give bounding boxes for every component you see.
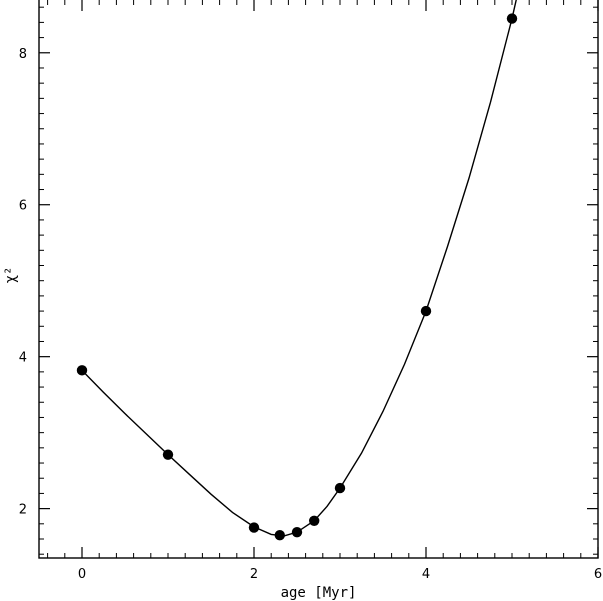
data-point bbox=[420, 305, 432, 317]
data-point bbox=[309, 515, 320, 526]
x-axis-label: age [Myr] bbox=[281, 585, 357, 601]
data-point bbox=[506, 13, 518, 24]
x-tick-label: 4 bbox=[422, 567, 430, 582]
x-tick-label: 0 bbox=[78, 567, 86, 582]
data-point bbox=[162, 449, 174, 460]
plot-area bbox=[38, 0, 599, 559]
y-tick-labels: 2 4 6 8 bbox=[19, 47, 27, 518]
x-tick-label: 6 bbox=[594, 567, 602, 582]
y-tick-label: 2 bbox=[19, 503, 27, 518]
data-point bbox=[248, 522, 260, 533]
data-point bbox=[76, 365, 88, 376]
axis-ticks bbox=[39, 0, 599, 558]
data-point bbox=[334, 482, 346, 494]
y-tick-label: 4 bbox=[19, 351, 27, 366]
plot-frame bbox=[38, 0, 599, 559]
x-tick-labels: 0 2 4 6 bbox=[78, 567, 602, 582]
y-tick-label: 6 bbox=[19, 199, 27, 214]
fit-curve bbox=[81, 0, 517, 537]
x-tick-label: 2 bbox=[250, 567, 258, 582]
data-point bbox=[291, 526, 303, 538]
y-axis-label: χ² bbox=[3, 267, 19, 284]
y-tick-label: 8 bbox=[19, 47, 27, 62]
data-point bbox=[274, 530, 285, 541]
